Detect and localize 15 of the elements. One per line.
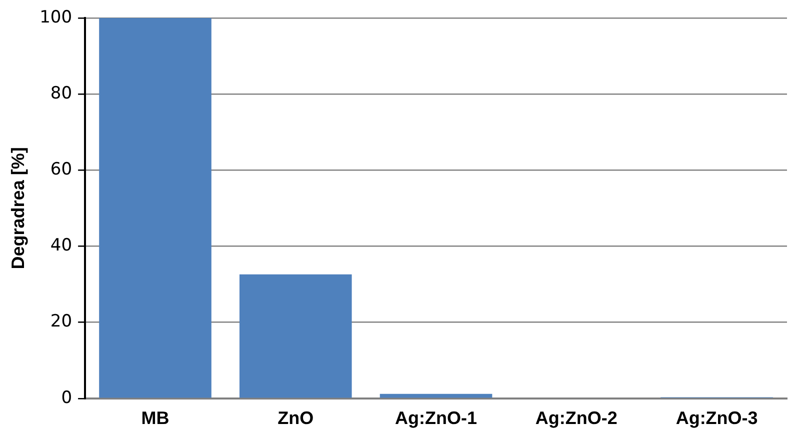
bar: [380, 394, 492, 398]
y-tick-label: 20: [50, 312, 72, 332]
x-tick-label: Ag:ZnO-3: [676, 408, 758, 428]
y-axis-title: Degradrea [%]: [8, 147, 28, 270]
y-tick-label: 40: [50, 236, 72, 256]
y-tick-label: 80: [50, 84, 72, 104]
y-tick-label: 0: [61, 388, 72, 408]
x-tick-label: ZnO: [278, 408, 314, 428]
y-tick-label: 60: [50, 160, 72, 180]
y-tick-label: 100: [40, 7, 72, 28]
bar: [239, 274, 352, 398]
x-tick-label: MB: [141, 408, 170, 428]
x-tick-label: Ag:ZnO-1: [395, 408, 478, 428]
x-tick-label: Ag:ZnO-2: [535, 408, 618, 428]
bar: [99, 18, 212, 398]
